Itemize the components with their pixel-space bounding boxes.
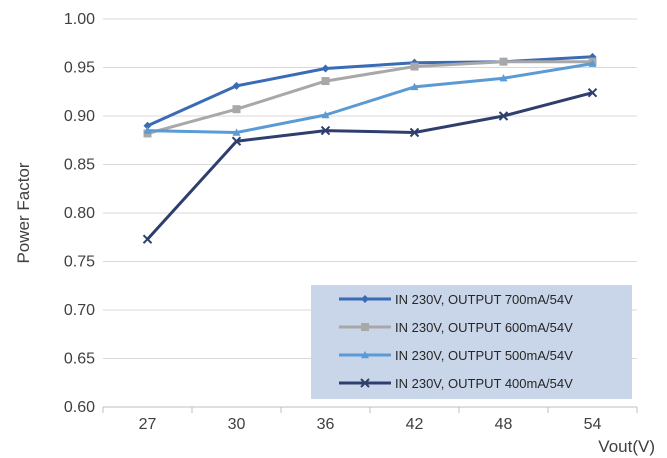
- data-point: [587, 88, 598, 98]
- axes: [102, 406, 638, 413]
- data-point: [143, 121, 152, 130]
- series-group: [142, 88, 598, 244]
- data-point: [498, 111, 509, 121]
- x-axis-title: Vout(V): [598, 437, 655, 456]
- legend: IN 230V, OUTPUT 700mA/54V IN 230V, OUTPUT…: [311, 285, 632, 399]
- legend-label: IN 230V, OUTPUT 400mA/54V: [395, 376, 573, 391]
- series-layer: [142, 52, 598, 244]
- y-tick-label: 0.65: [64, 351, 95, 368]
- data-point: [232, 81, 241, 90]
- data-point: [142, 234, 153, 244]
- y-tick-label: 0.95: [64, 60, 95, 77]
- x-tick-label: 30: [228, 416, 246, 433]
- legend-box: [311, 285, 632, 399]
- data-point: [320, 125, 331, 136]
- y-tick-label: 0.90: [64, 108, 95, 125]
- data-point: [360, 378, 370, 388]
- series-group: [143, 52, 597, 130]
- x-tick-label: 36: [317, 416, 335, 433]
- data-point: [361, 323, 369, 331]
- data-point: [321, 77, 330, 86]
- y-tick-label: 0.80: [64, 205, 95, 222]
- data-point: [499, 57, 508, 66]
- y-tick-label: 0.60: [64, 399, 95, 416]
- x-tick-label: 54: [584, 416, 602, 433]
- x-tick-label: 27: [139, 416, 157, 433]
- series-line: [147, 60, 593, 135]
- y-tick-label: 0.75: [64, 254, 95, 271]
- y-axis-title: Power Factor: [14, 162, 33, 263]
- data-point: [410, 62, 419, 71]
- data-point: [499, 74, 508, 82]
- data-point: [321, 64, 330, 73]
- series-group: [143, 59, 597, 136]
- data-point: [361, 295, 369, 303]
- x-tick-label: 48: [495, 416, 513, 433]
- x-tick-label: 42: [406, 416, 424, 433]
- series-line: [146, 91, 593, 241]
- y-tick-label: 0.70: [64, 302, 95, 319]
- y-tick-label: 0.85: [64, 157, 95, 174]
- series-line: [147, 62, 593, 134]
- data-point: [143, 126, 152, 134]
- tick-labels: 0.60 0.65 0.70 0.75 0.80 0.85 0.90 0.95 1.00 27 30…: [64, 11, 602, 433]
- legend-label: IN 230V, OUTPUT 600mA/54V: [395, 320, 573, 335]
- data-point: [588, 59, 597, 67]
- data-point: [410, 82, 419, 91]
- legend-item: IN 230V, OUTPUT 500mA/54V: [339, 348, 573, 363]
- legend-item: IN 230V, OUTPUT 700mA/54V: [339, 292, 573, 307]
- legend-item: IN 230V, OUTPUT 400mA/54V: [339, 376, 573, 391]
- legend-label: IN 230V, OUTPUT 700mA/54V: [395, 292, 573, 307]
- data-point: [321, 111, 330, 119]
- gridlines: [103, 18, 637, 359]
- legend-label: IN 230V, OUTPUT 500mA/54V: [395, 348, 573, 363]
- data-point: [231, 136, 242, 146]
- data-point: [361, 351, 369, 359]
- legend-item: IN 230V, OUTPUT 600mA/54V: [339, 320, 573, 335]
- data-point: [232, 105, 241, 114]
- data-point: [232, 128, 241, 136]
- data-point: [409, 127, 420, 138]
- y-tick-label: 1.00: [64, 11, 95, 28]
